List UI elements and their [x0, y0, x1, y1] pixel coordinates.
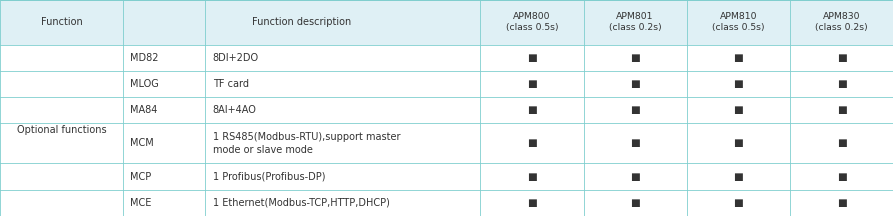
Text: ■: ■ [527, 105, 537, 115]
Text: ■: ■ [630, 138, 640, 148]
Text: ■: ■ [837, 53, 847, 63]
Text: 8DI+2DO: 8DI+2DO [213, 53, 259, 63]
Text: ■: ■ [630, 79, 640, 89]
Text: ■: ■ [527, 198, 537, 208]
Text: ■: ■ [837, 172, 847, 182]
Text: ■: ■ [733, 198, 743, 208]
Text: MD82: MD82 [130, 53, 159, 63]
Text: ■: ■ [630, 198, 640, 208]
Text: ■: ■ [630, 53, 640, 63]
Text: MCE: MCE [130, 198, 152, 208]
Text: Function description: Function description [252, 17, 352, 27]
Text: ■: ■ [630, 172, 640, 182]
Bar [0, 44, 893, 216]
Text: ■: ■ [527, 79, 537, 89]
Text: MLOG: MLOG [130, 79, 159, 89]
Text: ■: ■ [527, 172, 537, 182]
Text: APM800
(class 0.5s): APM800 (class 0.5s) [505, 12, 558, 32]
Text: ■: ■ [527, 53, 537, 63]
Text: ■: ■ [837, 138, 847, 148]
Text: ■: ■ [733, 105, 743, 115]
Text: ■: ■ [733, 53, 743, 63]
Bar [0, 0, 893, 44]
Text: Optional functions: Optional functions [17, 125, 106, 135]
Text: ■: ■ [837, 105, 847, 115]
Text: APM830
(class 0.2s): APM830 (class 0.2s) [815, 12, 868, 32]
Text: 1 Profibus(Profibus-DP): 1 Profibus(Profibus-DP) [213, 172, 325, 182]
Text: APM801
(class 0.2s): APM801 (class 0.2s) [609, 12, 662, 32]
Text: MCP: MCP [130, 172, 152, 182]
Text: APM810
(class 0.5s): APM810 (class 0.5s) [712, 12, 764, 32]
Text: 1 RS485(Modbus-RTU),support master
mode or slave mode: 1 RS485(Modbus-RTU),support master mode … [213, 132, 400, 155]
Text: ■: ■ [630, 105, 640, 115]
Text: MCM: MCM [130, 138, 154, 148]
Text: 1 Ethernet(Modbus-TCP,HTTP,DHCP): 1 Ethernet(Modbus-TCP,HTTP,DHCP) [213, 198, 389, 208]
Text: ■: ■ [733, 138, 743, 148]
Text: ■: ■ [837, 198, 847, 208]
Text: ■: ■ [527, 138, 537, 148]
Text: ■: ■ [837, 79, 847, 89]
Text: ■: ■ [733, 79, 743, 89]
Text: MA84: MA84 [130, 105, 158, 115]
Text: TF card: TF card [213, 79, 248, 89]
Text: ■: ■ [733, 172, 743, 182]
Text: 8AI+4AO: 8AI+4AO [213, 105, 256, 115]
Text: Function: Function [41, 17, 82, 27]
